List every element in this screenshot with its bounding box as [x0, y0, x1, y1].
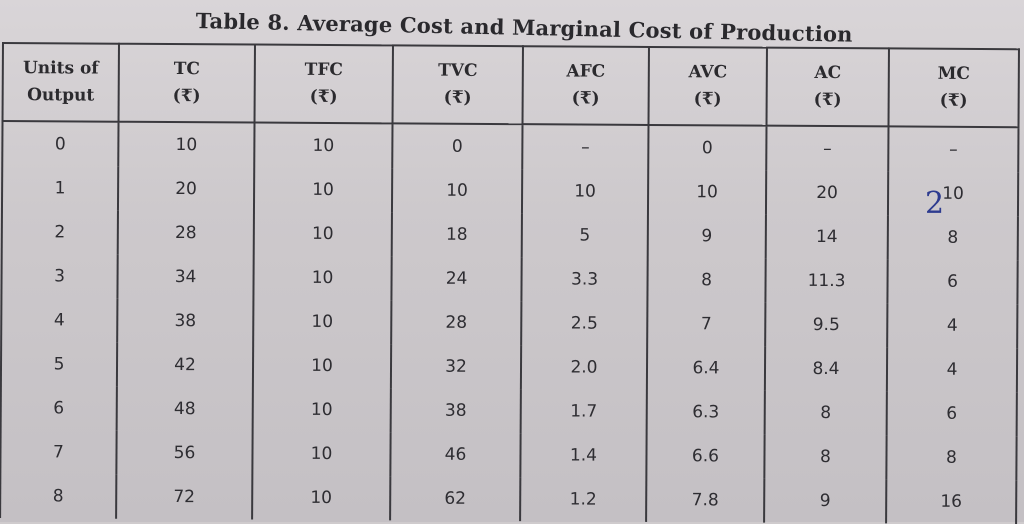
- cell-tfc: 10: [253, 299, 392, 345]
- table-row: 6 48 10 38 1.7 6.3 8 6: [0, 385, 1017, 437]
- cell-avc: 7.8: [646, 477, 765, 523]
- cell-tc: 34: [117, 254, 254, 300]
- table-row: 7 56 10 46 1.4 6.6 8 8: [0, 429, 1017, 481]
- cell-tfc: 10: [253, 255, 392, 301]
- cell-ac: 9: [764, 478, 887, 524]
- cell-tfc: 10: [252, 343, 392, 389]
- cell-avc: 8: [647, 257, 766, 303]
- cell-mc: 4: [887, 303, 1018, 349]
- cell-tvc: 62: [390, 476, 521, 522]
- cell-ac: 8.4: [764, 346, 888, 392]
- cell-units: 2: [1, 210, 118, 255]
- cell-ac: 8: [764, 434, 887, 480]
- table-row: 3 34 10 24 3.3 8 11.3 6: [1, 254, 1018, 305]
- cell-mc: 4: [886, 347, 1018, 393]
- cell-units: 7: [0, 429, 117, 475]
- cost-table: Units of Output TC (₹) TFC (₹) TVC (₹) AFC (₹…: [0, 42, 1020, 524]
- cell-ac: –: [766, 125, 889, 172]
- cell-tc: 48: [116, 386, 253, 432]
- header-ac: AC (₹): [766, 47, 889, 127]
- cell-tfc: 10: [252, 431, 391, 477]
- cell-tfc: 10: [252, 475, 391, 521]
- cell-afc: 10: [521, 169, 649, 214]
- cell-afc: 5: [521, 213, 648, 258]
- table-row: 1 20 10 10 10 10 20 10: [1, 166, 1019, 217]
- cell-units: 1: [1, 166, 119, 211]
- header-units: Units of Output: [2, 43, 119, 122]
- cell-tc: 20: [117, 166, 255, 212]
- cell-units: 5: [0, 342, 118, 387]
- cell-afc: 1.7: [520, 389, 647, 434]
- cell-afc: 1.4: [520, 433, 647, 478]
- cell-tc: 72: [116, 474, 253, 520]
- cell-ac: 14: [765, 214, 888, 260]
- cell-tvc: 46: [390, 432, 521, 478]
- header-row: Units of Output TC (₹) TFC (₹) TVC (₹) AFC (₹…: [2, 43, 1019, 128]
- cell-tc: 28: [117, 210, 254, 256]
- cell-tc: 38: [117, 298, 254, 344]
- cell-units: 8: [0, 473, 117, 519]
- cell-mc: 8: [887, 215, 1018, 261]
- cell-tvc: 24: [391, 256, 522, 302]
- cell-avc: 6.6: [646, 433, 765, 479]
- cell-ac: 20: [765, 170, 889, 216]
- cell-tvc: 38: [390, 388, 521, 434]
- cell-tvc: 32: [390, 344, 522, 390]
- handwritten-annotation: 2: [925, 186, 945, 221]
- cell-ac: 8: [764, 390, 887, 436]
- cell-tc: 42: [116, 342, 254, 388]
- header-mc: MC (₹): [888, 48, 1019, 128]
- cell-tfc: 10: [253, 211, 392, 257]
- cell-ac: 9.5: [765, 302, 888, 348]
- header-afc: AFC (₹): [522, 46, 649, 125]
- header-avc: AVC (₹): [648, 46, 767, 126]
- cell-mc: 10: [887, 171, 1019, 217]
- cell-avc: 6.4: [646, 345, 766, 391]
- cell-avc: 6.3: [646, 389, 765, 435]
- header-tc: TC (₹): [118, 43, 255, 123]
- table-row: 8 72 10 62 1.2 7.8 9 16: [0, 473, 1017, 524]
- cell-avc: 7: [647, 301, 766, 347]
- cell-tvc: 10: [391, 168, 523, 214]
- cell-tvc: 0: [392, 123, 523, 170]
- cell-avc: 9: [647, 213, 766, 259]
- cell-afc: 2.0: [520, 345, 648, 390]
- cell-tfc: 10: [253, 167, 393, 213]
- cell-mc: 6: [887, 259, 1018, 305]
- cell-units: 3: [1, 254, 118, 299]
- table-row: 4 38 10 28 2.5 7 9.5 4: [1, 298, 1018, 349]
- cell-avc: 0: [648, 124, 767, 171]
- cell-units: 0: [2, 121, 119, 167]
- cell-afc: 2.5: [521, 301, 648, 346]
- cell-tfc: 10: [252, 387, 391, 433]
- table-row: 5 42 10 32 2.0 6.4 8.4 4: [0, 342, 1018, 393]
- cell-tc: 10: [118, 121, 255, 168]
- cell-tc: 56: [116, 430, 253, 476]
- cell-ac: 11.3: [765, 258, 888, 304]
- cell-mc: 8: [886, 435, 1017, 481]
- cell-units: 4: [1, 298, 118, 343]
- table-row: 0 10 10 0 – 0 – –: [2, 121, 1019, 173]
- header-tfc: TFC (₹): [254, 44, 393, 124]
- cell-mc: 6: [886, 391, 1017, 437]
- cell-mc: –: [888, 126, 1019, 173]
- cell-mc: 16: [886, 479, 1017, 524]
- table-row: 2 28 10 18 5 9 14 8: [1, 210, 1018, 261]
- cell-avc: 10: [647, 169, 767, 215]
- header-tvc: TVC (₹): [392, 45, 523, 125]
- cell-afc: –: [522, 124, 649, 170]
- cell-tfc: 10: [254, 122, 393, 169]
- cell-tvc: 28: [391, 300, 522, 346]
- cell-afc: 1.2: [520, 477, 647, 522]
- table-title: Table 8. Average Cost and Marginal Cost …: [195, 8, 853, 47]
- cell-units: 6: [0, 385, 117, 431]
- cell-afc: 3.3: [521, 257, 648, 302]
- cell-tvc: 18: [391, 212, 522, 258]
